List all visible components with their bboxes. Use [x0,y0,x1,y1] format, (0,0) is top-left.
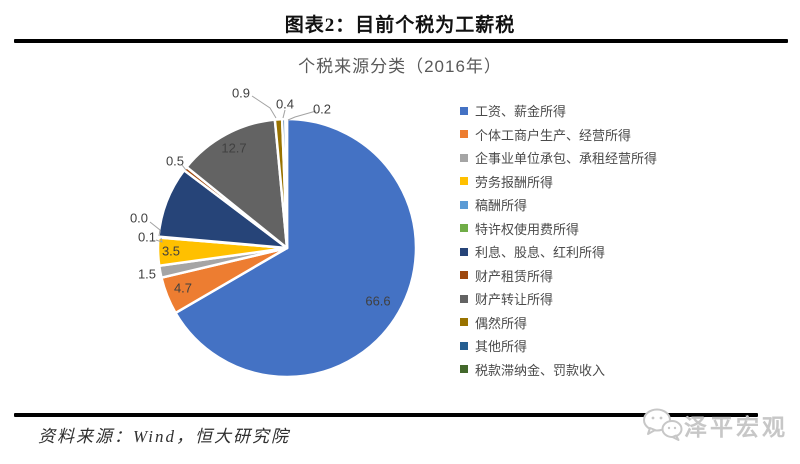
label-leader-line [181,164,187,171]
source-note: 资料来源：Wind，恒大研究院 [38,427,290,446]
legend-label: 财产租赁所得 [475,268,554,284]
figure-title: 图表2：目前个税为工薪税 [284,15,516,36]
legend-swatch-icon [460,106,468,115]
pie-chart: 66.6 4.7 1.5 3.5 0.1 0.0 0.5 12.7 0.9 0.4 0.2 [130,86,418,379]
legend-item-8: 财产租赁所得 [460,264,790,288]
bottom-divider-rule [14,413,758,417]
legend-swatch-icon [460,224,468,233]
legend-item-6: 特许权使用费所得 [460,217,790,241]
legend-swatch-icon [460,153,468,162]
watermark: 泽平宏观 [642,407,788,443]
legend-label: 税款滞纳金、罚款收入 [475,362,606,378]
legend-label: 稿酬所得 [475,198,528,214]
legend-label: 其他所得 [475,339,528,355]
data-label-10: 0.9 [232,86,250,101]
data-label-5: 0.1 [138,230,156,245]
legend-item-7: 利息、股息、红利所得 [460,240,790,264]
legend-swatch-icon [460,177,468,186]
legend-item-2: 个体工商户生产、经营所得 [460,123,790,147]
data-label-11: 0.4 [276,97,294,112]
legend-label: 财产转让所得 [475,292,554,308]
label-leader-line [149,221,161,237]
legend-label: 企事业单位承包、承租经营所得 [475,151,658,167]
wechat-icon [643,408,683,441]
legend-label: 特许权使用费所得 [475,221,580,237]
legend-label: 个体工商户生产、经营所得 [475,127,632,143]
data-label-6: 0.0 [130,211,148,226]
data-label-4: 3.5 [162,244,180,259]
legend-swatch-icon [460,365,468,374]
legend-item-10: 偶然所得 [460,311,790,335]
data-label-2: 4.7 [174,281,192,296]
legend-swatch-icon [460,247,468,256]
legend-swatch-icon [460,294,468,303]
chart-legend: 工资、薪金所得个体工商户生产、经营所得企事业单位承包、承租经营所得 劳务报酬所得稿… [460,99,790,381]
legend-label: 利息、股息、红利所得 [475,245,606,261]
pie-slice-12 [284,117,289,250]
legend-swatch-icon [460,318,468,327]
watermark-text: 泽平宏观 [684,414,788,440]
label-leader-line [282,109,286,119]
top-divider-rule [14,39,788,43]
data-label-9: 12.7 [221,141,246,156]
data-label-1: 66.6 [365,294,390,309]
legend-label: 偶然所得 [475,315,528,331]
legend-item-9: 财产转让所得 [460,287,790,311]
legend-label: 劳务报酬所得 [475,174,554,190]
label-leader-line [251,95,277,119]
legend-swatch-icon [460,271,468,280]
legend-swatch-icon [460,130,468,139]
legend-item-1: 工资、薪金所得 [460,99,790,123]
legend-item-4: 劳务报酬所得 [460,170,790,194]
data-label-8: 0.5 [166,154,184,169]
pie-slice-9 [185,118,289,250]
legend-swatch-icon [460,341,468,350]
pie-slice-1 [174,117,418,379]
label-leader-line [287,110,317,121]
legend-item-11: 其他所得 [460,334,790,358]
label-leader-line [155,237,163,243]
legend-item-3: 企事业单位承包、承租经营所得 [460,146,790,170]
legend-label: 工资、薪金所得 [475,104,567,120]
data-label-3: 1.5 [138,267,156,282]
data-label-12: 0.2 [313,102,331,117]
legend-item-5: 稿酬所得 [460,193,790,217]
chart-title: 个税来源分类（2016年） [298,57,502,76]
legend-item-12: 税款滞纳金、罚款收入 [460,358,790,382]
legend-swatch-icon [460,200,468,209]
